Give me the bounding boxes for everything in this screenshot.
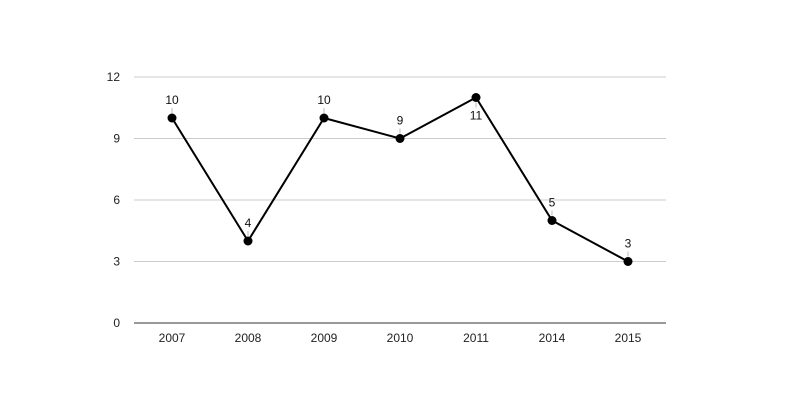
data-point — [623, 257, 633, 266]
x-tick-label: 2009 — [311, 331, 338, 345]
y-tick-label: 0 — [113, 316, 120, 330]
data-label: 10 — [165, 93, 179, 107]
data-point — [319, 113, 329, 123]
y-tick-label: 9 — [113, 132, 120, 146]
data-label: 10 — [317, 93, 331, 107]
data-label: 3 — [625, 237, 632, 251]
y-tick-label: 3 — [113, 255, 120, 269]
data-point — [547, 216, 557, 225]
x-tick-label: 2010 — [387, 331, 414, 345]
y-axis-tick-labels: 0 3 6 9 12 — [107, 70, 121, 330]
x-tick-label: 2008 — [235, 331, 262, 345]
y-tick-label: 6 — [113, 193, 120, 207]
data-points — [167, 93, 633, 266]
gridlines — [134, 76, 666, 262]
data-label: 11 — [470, 109, 483, 123]
data-point — [243, 236, 253, 246]
data-label: 4 — [245, 216, 252, 230]
data-point — [395, 134, 405, 143]
x-tick-label: 2014 — [539, 331, 566, 345]
data-label: 5 — [549, 196, 556, 210]
x-tick-label: 2011 — [463, 331, 489, 345]
data-point — [167, 113, 177, 123]
data-label: 9 — [397, 114, 404, 128]
data-point — [471, 93, 481, 102]
label-leader-lines — [171, 102, 629, 257]
x-tick-label: 2015 — [615, 331, 642, 345]
y-tick-label: 12 — [107, 70, 121, 84]
x-tick-label: 2007 — [159, 331, 186, 345]
x-axis-tick-labels: 2007 2008 2009 2010 2011 2014 2015 — [159, 331, 642, 345]
data-labels: 10 4 10 9 11 5 3 — [165, 93, 631, 251]
